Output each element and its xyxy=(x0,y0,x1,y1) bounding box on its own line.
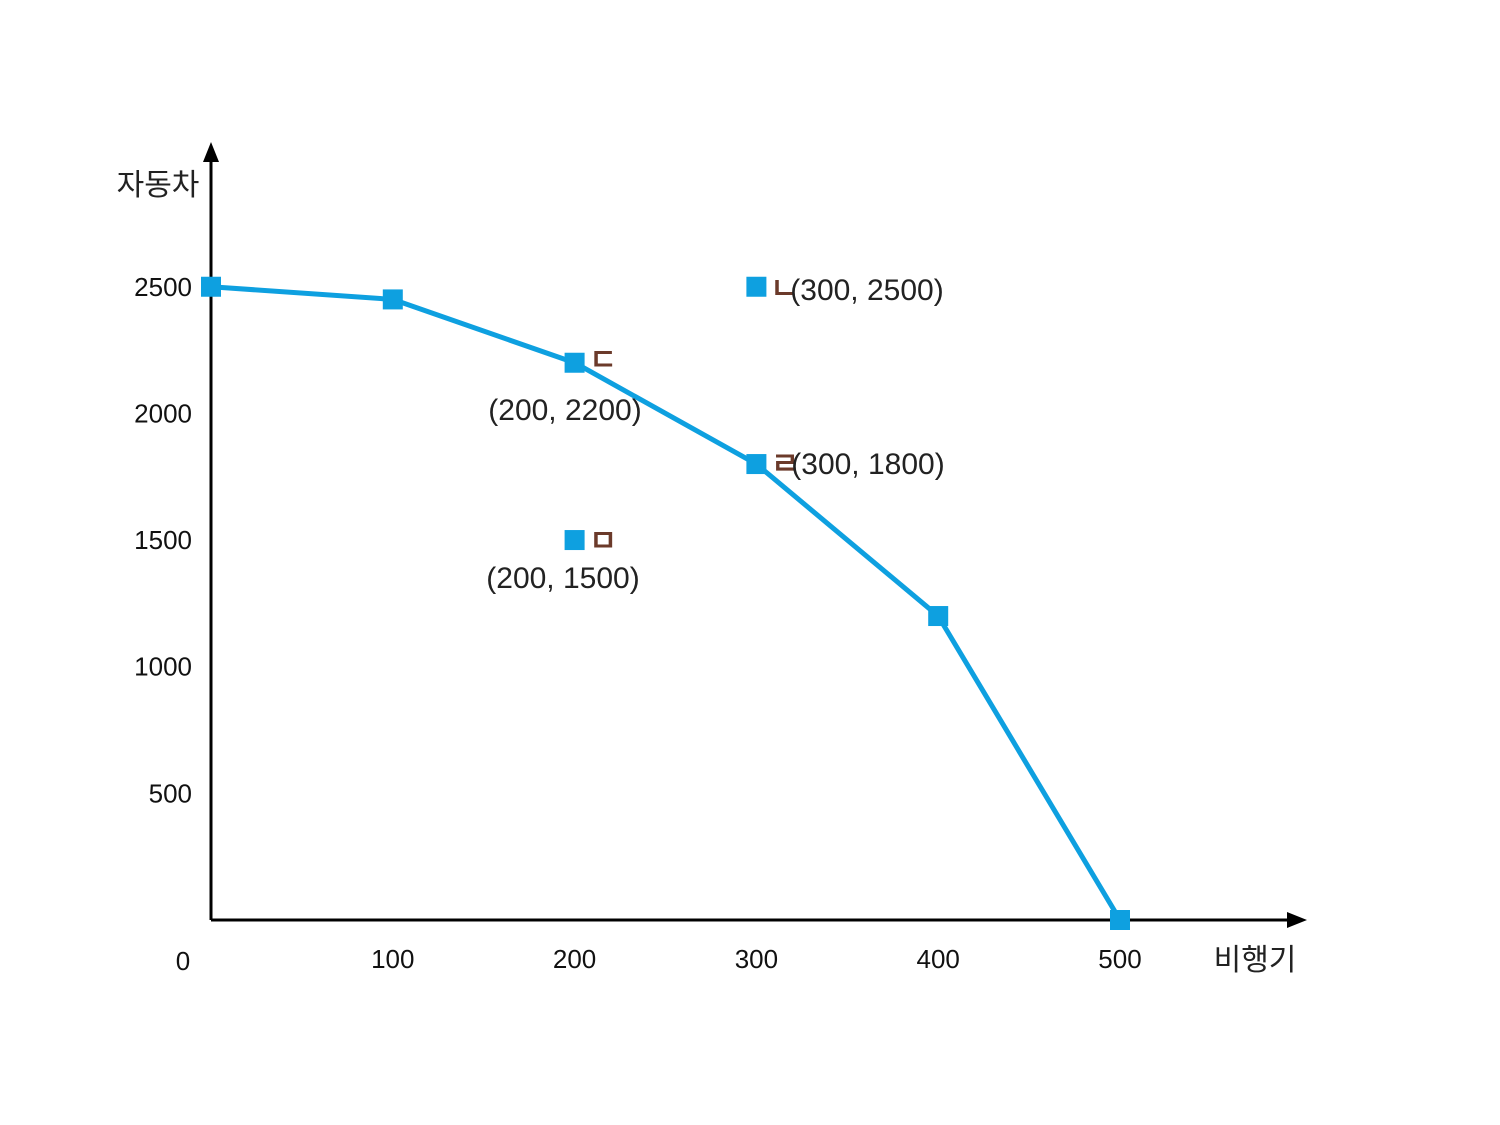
y-axis-arrow xyxy=(203,142,219,162)
point-letter: ㅁ xyxy=(589,524,617,559)
x-tick-label: 200 xyxy=(553,944,596,974)
y-tick-label: 500 xyxy=(149,778,192,808)
x-tick-label: 300 xyxy=(735,944,778,974)
point-letter: ㄷ xyxy=(589,343,617,378)
y-tick-label: 2500 xyxy=(134,272,192,302)
curve-marker xyxy=(928,606,949,627)
x-tick-label: 400 xyxy=(917,944,960,974)
curve-marker xyxy=(1110,910,1130,930)
x-axis-label: 비행기 xyxy=(1214,943,1297,978)
curve-marker xyxy=(564,352,585,373)
tick-labels: 100 200 300 400 500 500 1000 1500 2000 2500 xyxy=(134,272,1142,974)
point-marker xyxy=(746,276,767,297)
point-coordinate-label: (300, 1800) xyxy=(791,448,944,481)
curve-marker xyxy=(746,454,767,475)
curve-line xyxy=(210,284,1123,922)
point-coordinate-label: (200, 2200) xyxy=(488,394,641,427)
point-coordinate-label: (200, 1500) xyxy=(486,562,639,595)
y-tick-label: 1500 xyxy=(134,525,192,555)
y-tick-label: 1000 xyxy=(134,652,192,682)
x-tick-label: 500 xyxy=(1098,944,1141,974)
annotated-points: ㄷ (200, 2200) ㄹ(300, 1800) ㄴ(300, 2500) ㅁ(20… xyxy=(486,272,944,595)
axes xyxy=(203,142,1307,928)
x-tick-label: 100 xyxy=(371,944,414,974)
point-marker xyxy=(564,530,585,551)
point-letter: ㄹ xyxy=(771,447,799,482)
curve-marker xyxy=(201,276,221,297)
x-axis-arrow xyxy=(1287,912,1307,928)
point-coordinate-label: (300, 2500) xyxy=(790,274,943,307)
y-tick-label: 2000 xyxy=(134,398,192,428)
point-letter: ㄴ xyxy=(770,272,798,307)
ppf-curve xyxy=(201,276,1130,930)
origin-label: 0 xyxy=(176,946,190,976)
curve-marker xyxy=(382,289,403,310)
y-axis-label: 자동차 xyxy=(117,168,200,203)
